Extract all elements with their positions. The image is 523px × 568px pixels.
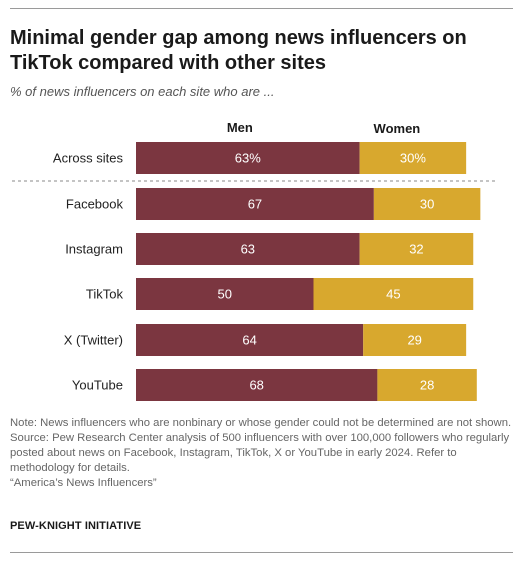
category-label-across-sites: Across sites	[53, 151, 124, 166]
bar-women-1	[373, 188, 481, 220]
value-label-women-5: 28	[420, 378, 434, 393]
value-label-men-1: 67	[248, 197, 262, 212]
source-text: Source: Pew Research Center analysis of …	[10, 432, 510, 474]
bar-men-1	[136, 188, 374, 220]
category-labels: Across sites Facebook Instagram TikTok X (Tw…	[53, 151, 124, 393]
chart-title: Minimal gender gap among news influencer…	[10, 27, 467, 74]
chart-subtitle: % of news influencers on each site who a…	[10, 84, 275, 99]
value-label-women-1: 30	[420, 197, 434, 212]
legend-men: Men	[227, 120, 253, 135]
bars	[136, 142, 481, 401]
category-label-x-twitter: X (Twitter)	[64, 333, 123, 348]
brand-label: PEW-KNIGHT INITIATIVE	[10, 520, 142, 532]
category-label-tiktok: TikTok	[86, 287, 124, 302]
bar-men-4	[136, 324, 364, 356]
bar-women-5	[377, 369, 477, 401]
value-label-men-4: 64	[242, 333, 256, 348]
footnotes: Note: News influencers who are nonbinary…	[10, 416, 515, 491]
legend-header: Men Women	[227, 120, 420, 136]
value-label-women-3: 45	[386, 287, 400, 302]
category-label-facebook: Facebook	[66, 197, 124, 212]
value-label-women-4: 29	[407, 333, 421, 348]
note-text: Note: News influencers who are nonbinary…	[10, 417, 512, 429]
bar-men-0	[136, 142, 360, 174]
value-label-men-2: 63	[241, 242, 255, 257]
value-label-women-2: 32	[409, 242, 423, 257]
value-label-women-0: 30%	[400, 151, 426, 166]
bar-men-5	[136, 369, 378, 401]
bar-men-3	[136, 278, 314, 310]
stacked-bar-chart: Men Women Across sites Facebook Instagram Ti…	[12, 120, 495, 401]
top-rule	[10, 8, 513, 9]
bottom-rule	[10, 552, 513, 553]
value-label-men-3: 50	[218, 287, 232, 302]
bar-women-0	[359, 142, 467, 174]
bar-women-4	[363, 324, 467, 356]
value-label-men-5: 68	[249, 378, 263, 393]
bar-value-labels: 63% 30% 67 30 63 32 50 45 64 29 68 28	[218, 151, 435, 393]
category-label-youtube: YouTube	[72, 378, 123, 393]
category-label-instagram: Instagram	[65, 242, 123, 257]
report-title: “America’s News Influencers”	[10, 477, 157, 489]
bar-men-2	[136, 233, 360, 265]
value-label-men-0: 63%	[235, 151, 261, 166]
bar-women-2	[359, 233, 474, 265]
bar-women-3	[313, 278, 474, 310]
legend-women: Women	[374, 121, 421, 136]
